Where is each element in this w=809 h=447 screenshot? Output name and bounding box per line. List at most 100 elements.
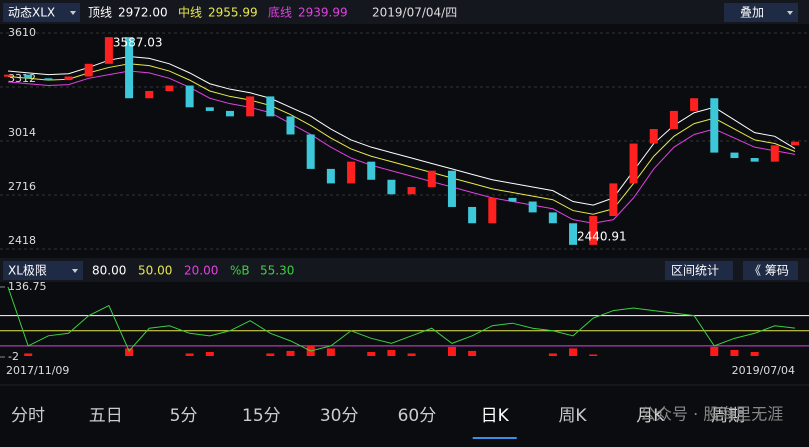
candle [488, 197, 497, 224]
candle [266, 96, 275, 117]
header-label: 顶线 [88, 6, 112, 20]
candle [407, 187, 416, 195]
y-tick-label: -2 [8, 350, 19, 363]
candle [246, 96, 255, 117]
candle [770, 145, 779, 162]
tab[interactable]: 周K [558, 406, 587, 426]
tab[interactable]: 分时 [11, 406, 45, 426]
candle [185, 85, 194, 108]
candle [326, 168, 335, 184]
header-value: 2955.99 [208, 6, 258, 20]
percent-b-line [7, 286, 796, 352]
candle [4, 74, 12, 77]
histogram-bar [125, 348, 134, 356]
candle [165, 85, 174, 91]
band-line [7, 56, 796, 206]
tab[interactable]: 周期 [711, 406, 745, 426]
series-name: %B [230, 264, 250, 278]
histogram-bar [569, 348, 578, 356]
y-tick-label: 2716 [8, 180, 36, 193]
candle [569, 223, 578, 245]
candle [669, 110, 678, 130]
tab[interactable]: 日K [481, 406, 510, 426]
candle [589, 216, 598, 245]
histogram-bar [387, 349, 396, 356]
date: 2019/07/04/四 [372, 6, 457, 20]
watermark: 公众号 · 股海里无涯 [640, 405, 783, 424]
y-tick-label: 3014 [8, 126, 36, 139]
chips-button[interactable] [743, 261, 798, 280]
series-value: 55.30 [260, 264, 294, 278]
candle [609, 183, 618, 217]
candle [730, 152, 739, 159]
candle [84, 63, 93, 77]
histogram-bar [730, 349, 739, 356]
overlay-label: 叠加 [740, 6, 764, 20]
chips-label: 《 筹码 [749, 264, 789, 278]
level-label: 20.00 [184, 264, 218, 278]
candle [64, 76, 73, 81]
indicator-title: 动态XLX [8, 6, 55, 20]
candle [750, 158, 759, 162]
histogram-bar [447, 346, 456, 356]
candle [24, 74, 33, 79]
histogram-bar [750, 351, 759, 356]
candle [649, 129, 658, 144]
candle [387, 179, 396, 195]
header-value: 2972.00 [118, 6, 168, 20]
histogram-bar [205, 351, 214, 356]
annotation: 2440.91 [577, 229, 627, 243]
indicator-box[interactable] [3, 261, 83, 280]
x-tick-label: 2019/07/04 [732, 364, 795, 377]
candle [125, 37, 134, 99]
candle [548, 212, 557, 224]
candle [225, 110, 234, 117]
candle [690, 98, 699, 111]
title-box[interactable] [3, 3, 80, 22]
candle [528, 201, 537, 213]
candle [508, 197, 517, 202]
band-line [7, 70, 796, 224]
candle [306, 134, 315, 169]
top-bar [0, 0, 809, 24]
candle [447, 170, 456, 207]
candle [427, 170, 436, 188]
candle [629, 143, 638, 184]
y-tick-label: 3610 [8, 26, 36, 39]
candle [347, 161, 356, 184]
overlay-button[interactable] [724, 3, 798, 22]
histogram-bar [468, 350, 477, 356]
candle [367, 161, 376, 180]
header-value: 2939.99 [298, 6, 348, 20]
histogram-bar [326, 348, 335, 356]
histogram-bar [589, 354, 598, 356]
dropdown-icon [70, 11, 76, 15]
tab[interactable]: 60分 [398, 406, 437, 426]
indicator-name: XL极限 [8, 264, 47, 278]
y-tick-label: 136.75 [8, 280, 47, 293]
range-button[interactable] [665, 261, 733, 280]
level-label: 80.00 [92, 264, 126, 278]
candle [468, 206, 477, 224]
candle [710, 98, 719, 153]
candle [205, 107, 214, 111]
range-label: 区间统计 [671, 264, 719, 278]
histogram-bar [548, 353, 557, 356]
tab[interactable]: 15分 [242, 406, 281, 426]
tab[interactable]: 五日 [89, 406, 123, 426]
dropdown-icon [72, 269, 78, 273]
tab[interactable]: 月K [636, 406, 665, 426]
candle [791, 141, 799, 146]
histogram-bar [286, 350, 295, 356]
histogram-bar [185, 353, 194, 356]
histogram-bar [407, 353, 416, 356]
tab[interactable]: 30分 [320, 406, 359, 426]
histogram-bar [266, 353, 275, 356]
header-label: 中线 [178, 5, 202, 20]
candle [44, 78, 53, 81]
level-label: 50.00 [138, 264, 172, 278]
candle [145, 90, 154, 99]
tab[interactable]: 5分 [170, 406, 198, 426]
